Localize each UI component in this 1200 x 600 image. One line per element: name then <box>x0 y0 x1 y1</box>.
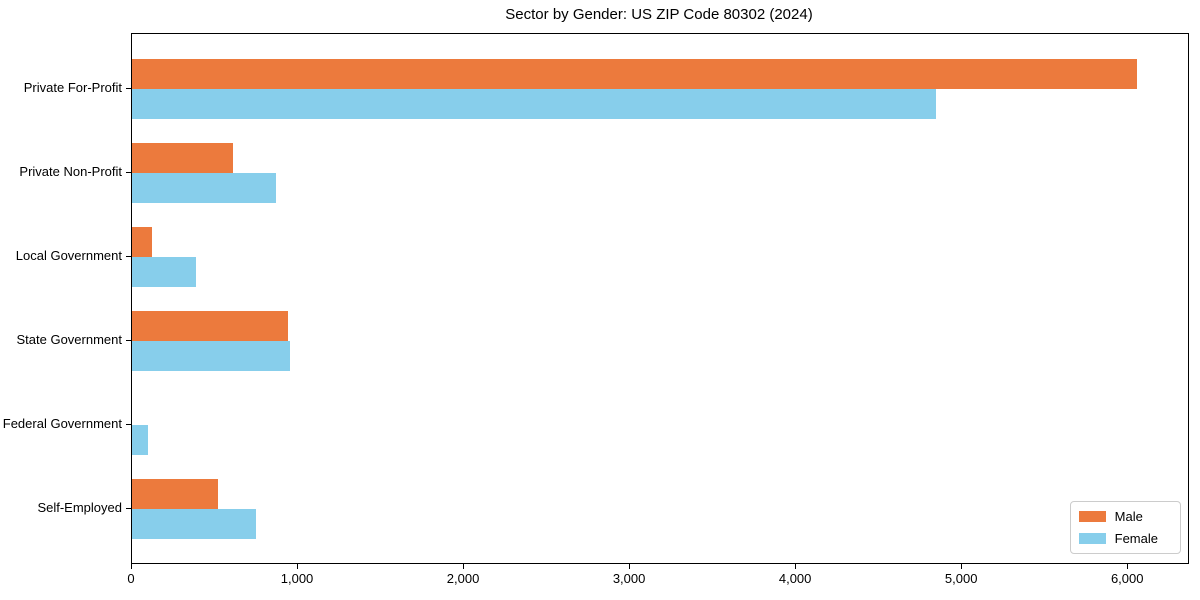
y-axis-label: State Government <box>16 332 123 347</box>
x-tick-label: 3,000 <box>612 571 646 586</box>
bar-female-3 <box>132 257 196 287</box>
female-series-swatch <box>1078 533 1106 544</box>
legend: Male Female <box>1069 501 1181 554</box>
bar-male-6 <box>132 479 219 509</box>
y-axis-label: Private For-Profit <box>23 80 122 95</box>
x-axis-tick <box>961 564 963 569</box>
x-tick-label: 1,000 <box>280 571 314 586</box>
x-axis-tick <box>463 564 465 569</box>
legend-item-female: Female <box>1078 531 1170 546</box>
legend-item-male: Male <box>1078 509 1170 524</box>
y-axis-label: Local Government <box>15 248 122 263</box>
bar-male-4 <box>132 311 289 341</box>
x-axis-tick <box>297 564 299 569</box>
chart-title: Sector by Gender: US ZIP Code 80302 (202… <box>505 6 813 23</box>
y-axis-label: Federal Government <box>2 416 122 431</box>
bar-male-3 <box>132 227 152 257</box>
y-axis-tick <box>126 508 131 509</box>
y-axis-tick <box>126 340 131 341</box>
x-tick-label: 0 <box>127 571 135 586</box>
bar-female-4 <box>132 341 290 371</box>
x-axis-tick <box>1127 564 1129 569</box>
x-axis-tick <box>131 564 132 569</box>
legend-label-female: Female <box>1114 531 1158 546</box>
x-tick-label: 6,000 <box>1110 571 1144 586</box>
bar-female-1 <box>132 89 937 119</box>
legend-label-male: Male <box>1114 509 1143 524</box>
bar-female-6 <box>132 509 256 539</box>
male-series-swatch <box>1078 511 1106 522</box>
y-axis-label: Private Non-Profit <box>19 164 122 179</box>
y-axis-tick <box>126 172 131 173</box>
y-axis-tick <box>126 256 131 257</box>
x-tick-label: 5,000 <box>944 571 978 586</box>
bar-male-1 <box>132 59 1137 89</box>
bar-female-5 <box>132 425 148 455</box>
plot-area: Male Female <box>131 33 1189 564</box>
x-tick-label: 2,000 <box>446 571 480 586</box>
y-axis-label: Self-Employed <box>37 500 122 515</box>
x-tick-label: 4,000 <box>778 571 812 586</box>
bar-male-2 <box>132 143 234 173</box>
x-axis-tick <box>795 564 797 569</box>
bar-female-2 <box>132 173 277 203</box>
x-axis-tick <box>629 564 631 569</box>
y-axis-tick <box>126 88 131 89</box>
y-axis-tick <box>126 424 131 425</box>
